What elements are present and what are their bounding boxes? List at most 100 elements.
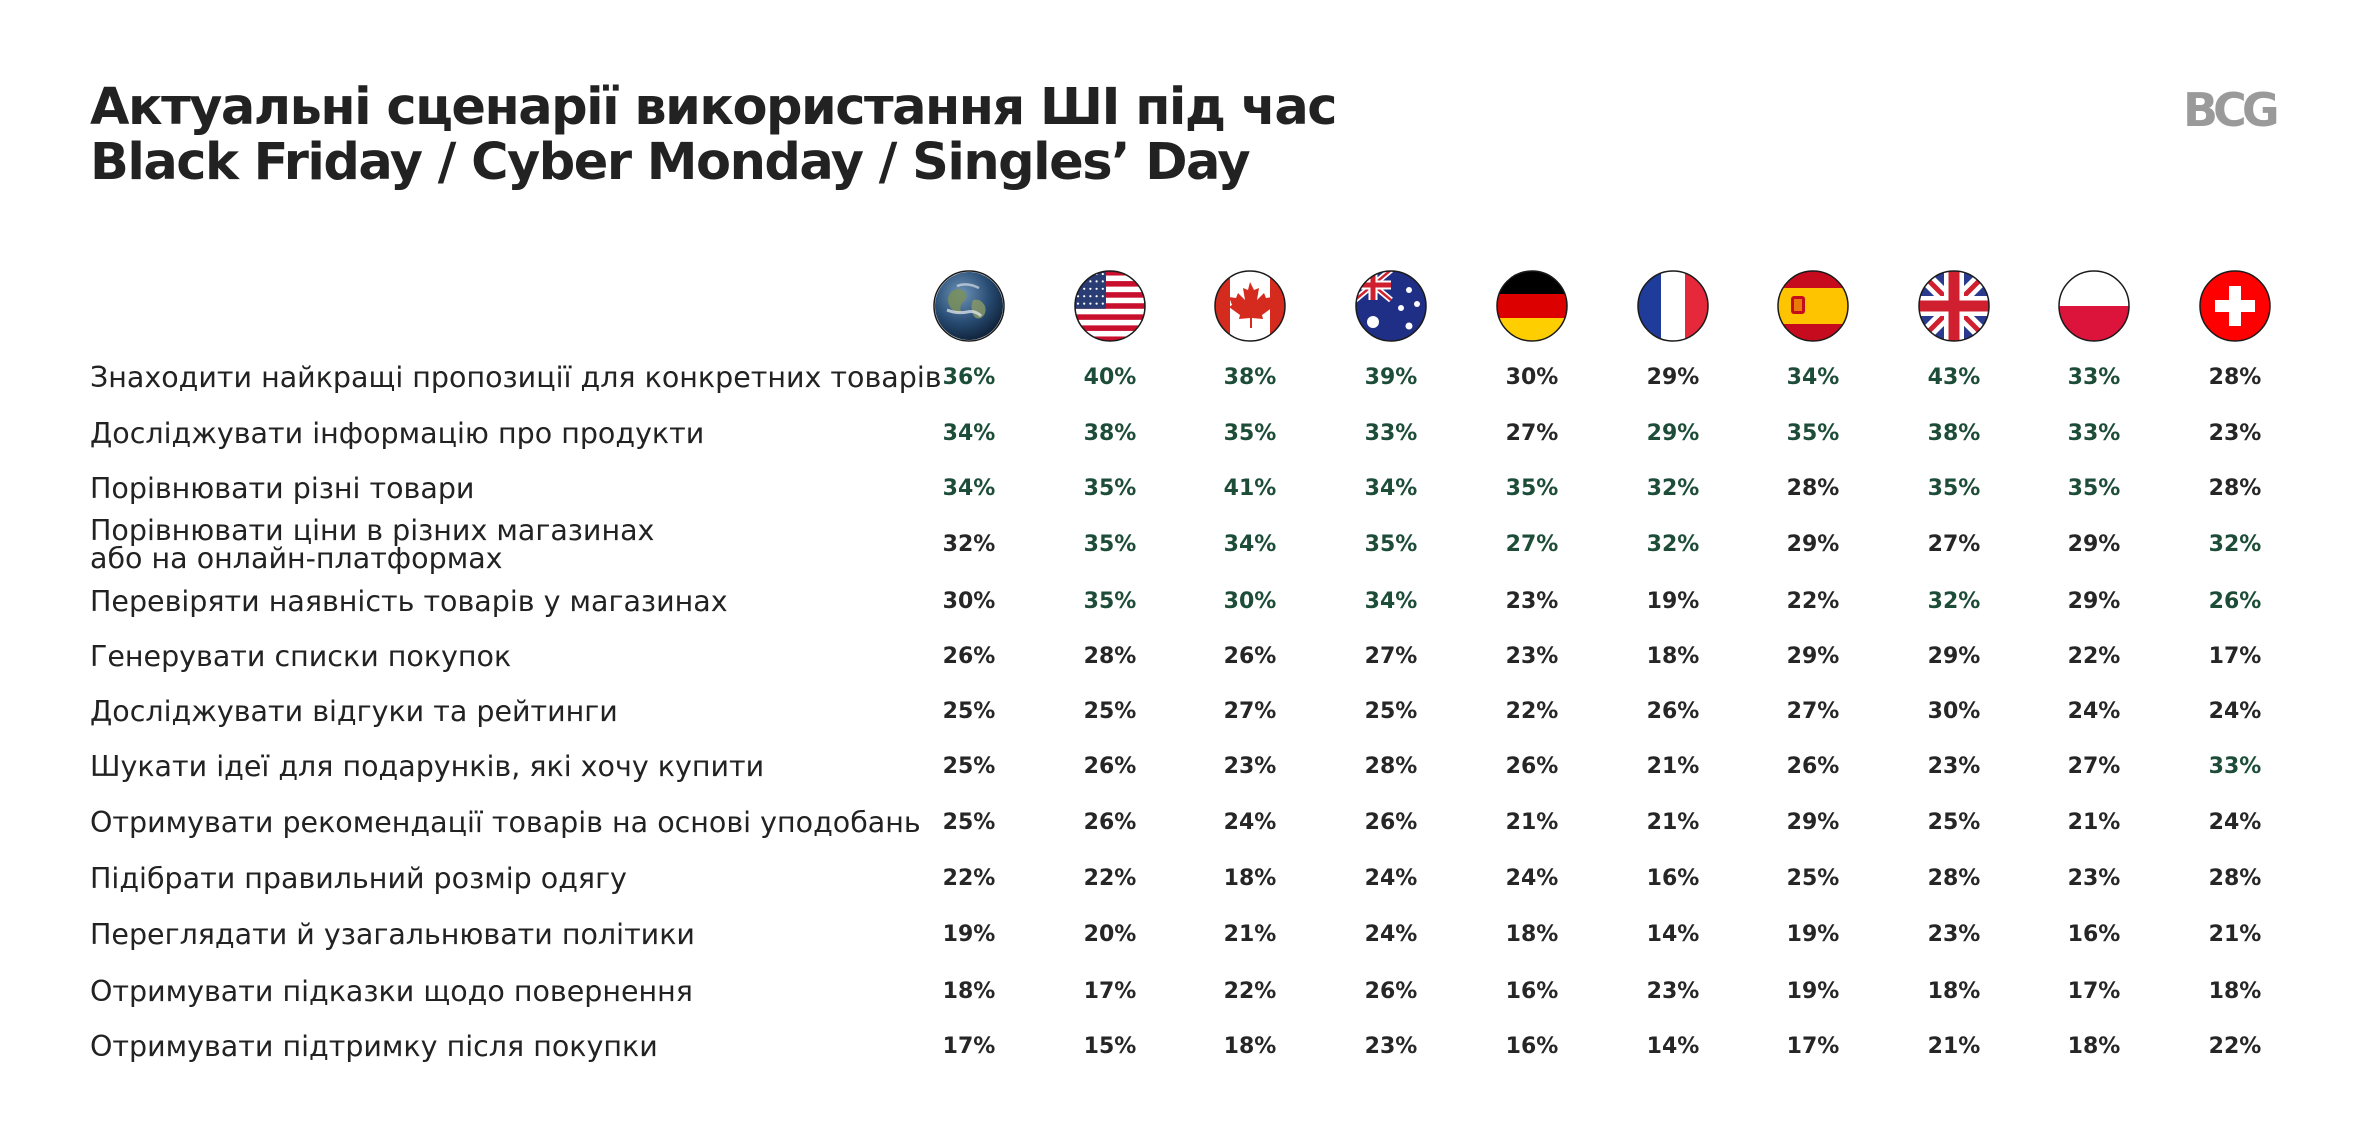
value-cell: 36%	[942, 365, 996, 390]
value-cell: 18%	[1223, 1034, 1277, 1059]
value-cell: 23%	[2208, 421, 2262, 446]
germany-flag-icon	[1496, 270, 1568, 342]
switzerland-flag-icon	[2199, 270, 2271, 342]
value-cell: 40%	[1083, 365, 1137, 390]
value-cell: 43%	[1927, 365, 1981, 390]
value-cell: 26%	[1364, 810, 1418, 835]
value-cell: 27%	[1364, 644, 1418, 669]
value-cell: 33%	[1364, 421, 1418, 446]
value-cell: 23%	[1505, 589, 1559, 614]
value-cell: 18%	[1646, 644, 1700, 669]
value-cell: 26%	[1223, 644, 1277, 669]
value-cell: 21%	[1646, 810, 1700, 835]
value-cell: 17%	[1786, 1034, 1840, 1059]
value-cell: 32%	[942, 532, 996, 557]
value-cell: 29%	[1646, 365, 1700, 390]
uk-flag-icon	[1918, 270, 1990, 342]
value-cell: 28%	[2208, 365, 2262, 390]
value-cell: 24%	[1364, 922, 1418, 947]
value-cell: 17%	[1083, 979, 1137, 1004]
row-label: Підібрати правильний розмір одягу	[90, 862, 627, 895]
value-cell: 26%	[1083, 810, 1137, 835]
value-cell: 22%	[1083, 866, 1137, 891]
value-cell: 28%	[2208, 866, 2262, 891]
value-cell: 33%	[2208, 754, 2262, 779]
value-cell: 35%	[1083, 589, 1137, 614]
value-cell: 25%	[1786, 866, 1840, 891]
value-cell: 34%	[1223, 532, 1277, 557]
value-cell: 27%	[1505, 532, 1559, 557]
value-cell: 29%	[1786, 532, 1840, 557]
france-flag-icon	[1637, 270, 1709, 342]
value-cell: 27%	[2067, 754, 2121, 779]
value-cell: 14%	[1646, 1034, 1700, 1059]
value-cell: 19%	[1786, 979, 1840, 1004]
value-cell: 34%	[942, 476, 996, 501]
value-cell: 26%	[1364, 979, 1418, 1004]
value-cell: 16%	[1505, 979, 1559, 1004]
value-cell: 15%	[1083, 1034, 1137, 1059]
value-cell: 35%	[1927, 476, 1981, 501]
value-cell: 35%	[1083, 476, 1137, 501]
value-cell: 22%	[2067, 644, 2121, 669]
value-cell: 25%	[942, 810, 996, 835]
usa-flag-icon	[1074, 270, 1146, 342]
poland-flag-icon	[2058, 270, 2130, 342]
row-label-line-2: або на онлайн-платформах	[90, 542, 503, 575]
row-label: Отримувати рекомендації товарів на основ…	[90, 806, 921, 839]
row-label: Переглядати й узагальнювати політики	[90, 918, 695, 951]
value-cell: 22%	[942, 866, 996, 891]
value-cell: 24%	[2067, 699, 2121, 724]
value-cell: 25%	[942, 699, 996, 724]
canada-flag-icon	[1214, 270, 1286, 342]
value-cell: 18%	[1927, 979, 1981, 1004]
title-line-1: Актуальні сценарії використання ШІ під ч…	[90, 78, 1338, 137]
bcg-logo-text: BCG	[2183, 84, 2277, 132]
value-cell: 16%	[2067, 922, 2121, 947]
bcg-logo: BCG	[2183, 84, 2282, 132]
value-cell: 16%	[1505, 1034, 1559, 1059]
value-cell: 24%	[2208, 699, 2262, 724]
value-cell: 21%	[1223, 922, 1277, 947]
value-cell: 17%	[942, 1034, 996, 1059]
value-cell: 21%	[1927, 1034, 1981, 1059]
value-cell: 19%	[942, 922, 996, 947]
value-cell: 24%	[1364, 866, 1418, 891]
value-cell: 23%	[1505, 644, 1559, 669]
value-cell: 25%	[942, 754, 996, 779]
spain-flag-icon	[1777, 270, 1849, 342]
value-cell: 17%	[2067, 979, 2121, 1004]
value-cell: 23%	[1646, 979, 1700, 1004]
value-cell: 23%	[1223, 754, 1277, 779]
value-cell: 23%	[1927, 754, 1981, 779]
value-cell: 32%	[1646, 476, 1700, 501]
value-cell: 25%	[1927, 810, 1981, 835]
value-cell: 32%	[1646, 532, 1700, 557]
value-cell: 29%	[1786, 810, 1840, 835]
value-cell: 21%	[2208, 922, 2262, 947]
value-cell: 25%	[1083, 699, 1137, 724]
value-cell: 27%	[1927, 532, 1981, 557]
globe-icon	[933, 270, 1005, 342]
value-cell: 41%	[1223, 476, 1277, 501]
value-cell: 19%	[1786, 922, 1840, 947]
row-label: Порівнювати різні товари	[90, 472, 475, 505]
value-cell: 26%	[942, 644, 996, 669]
row-label-line-1: Порівнювати ціни в різних магазинах	[90, 514, 655, 547]
value-cell: 23%	[2067, 866, 2121, 891]
row-label: Отримувати підказки щодо повернення	[90, 975, 693, 1008]
value-cell: 27%	[1505, 421, 1559, 446]
value-cell: 33%	[2067, 365, 2121, 390]
value-cell: 29%	[1646, 421, 1700, 446]
value-cell: 35%	[1786, 421, 1840, 446]
value-cell: 30%	[1223, 589, 1277, 614]
value-cell: 22%	[1223, 979, 1277, 1004]
value-cell: 32%	[1927, 589, 1981, 614]
value-cell: 38%	[1927, 421, 1981, 446]
value-cell: 23%	[1364, 1034, 1418, 1059]
value-cell: 18%	[942, 979, 996, 1004]
value-cell: 26%	[1786, 754, 1840, 779]
value-cell: 30%	[942, 589, 996, 614]
value-cell: 18%	[2208, 979, 2262, 1004]
value-cell: 39%	[1364, 365, 1418, 390]
